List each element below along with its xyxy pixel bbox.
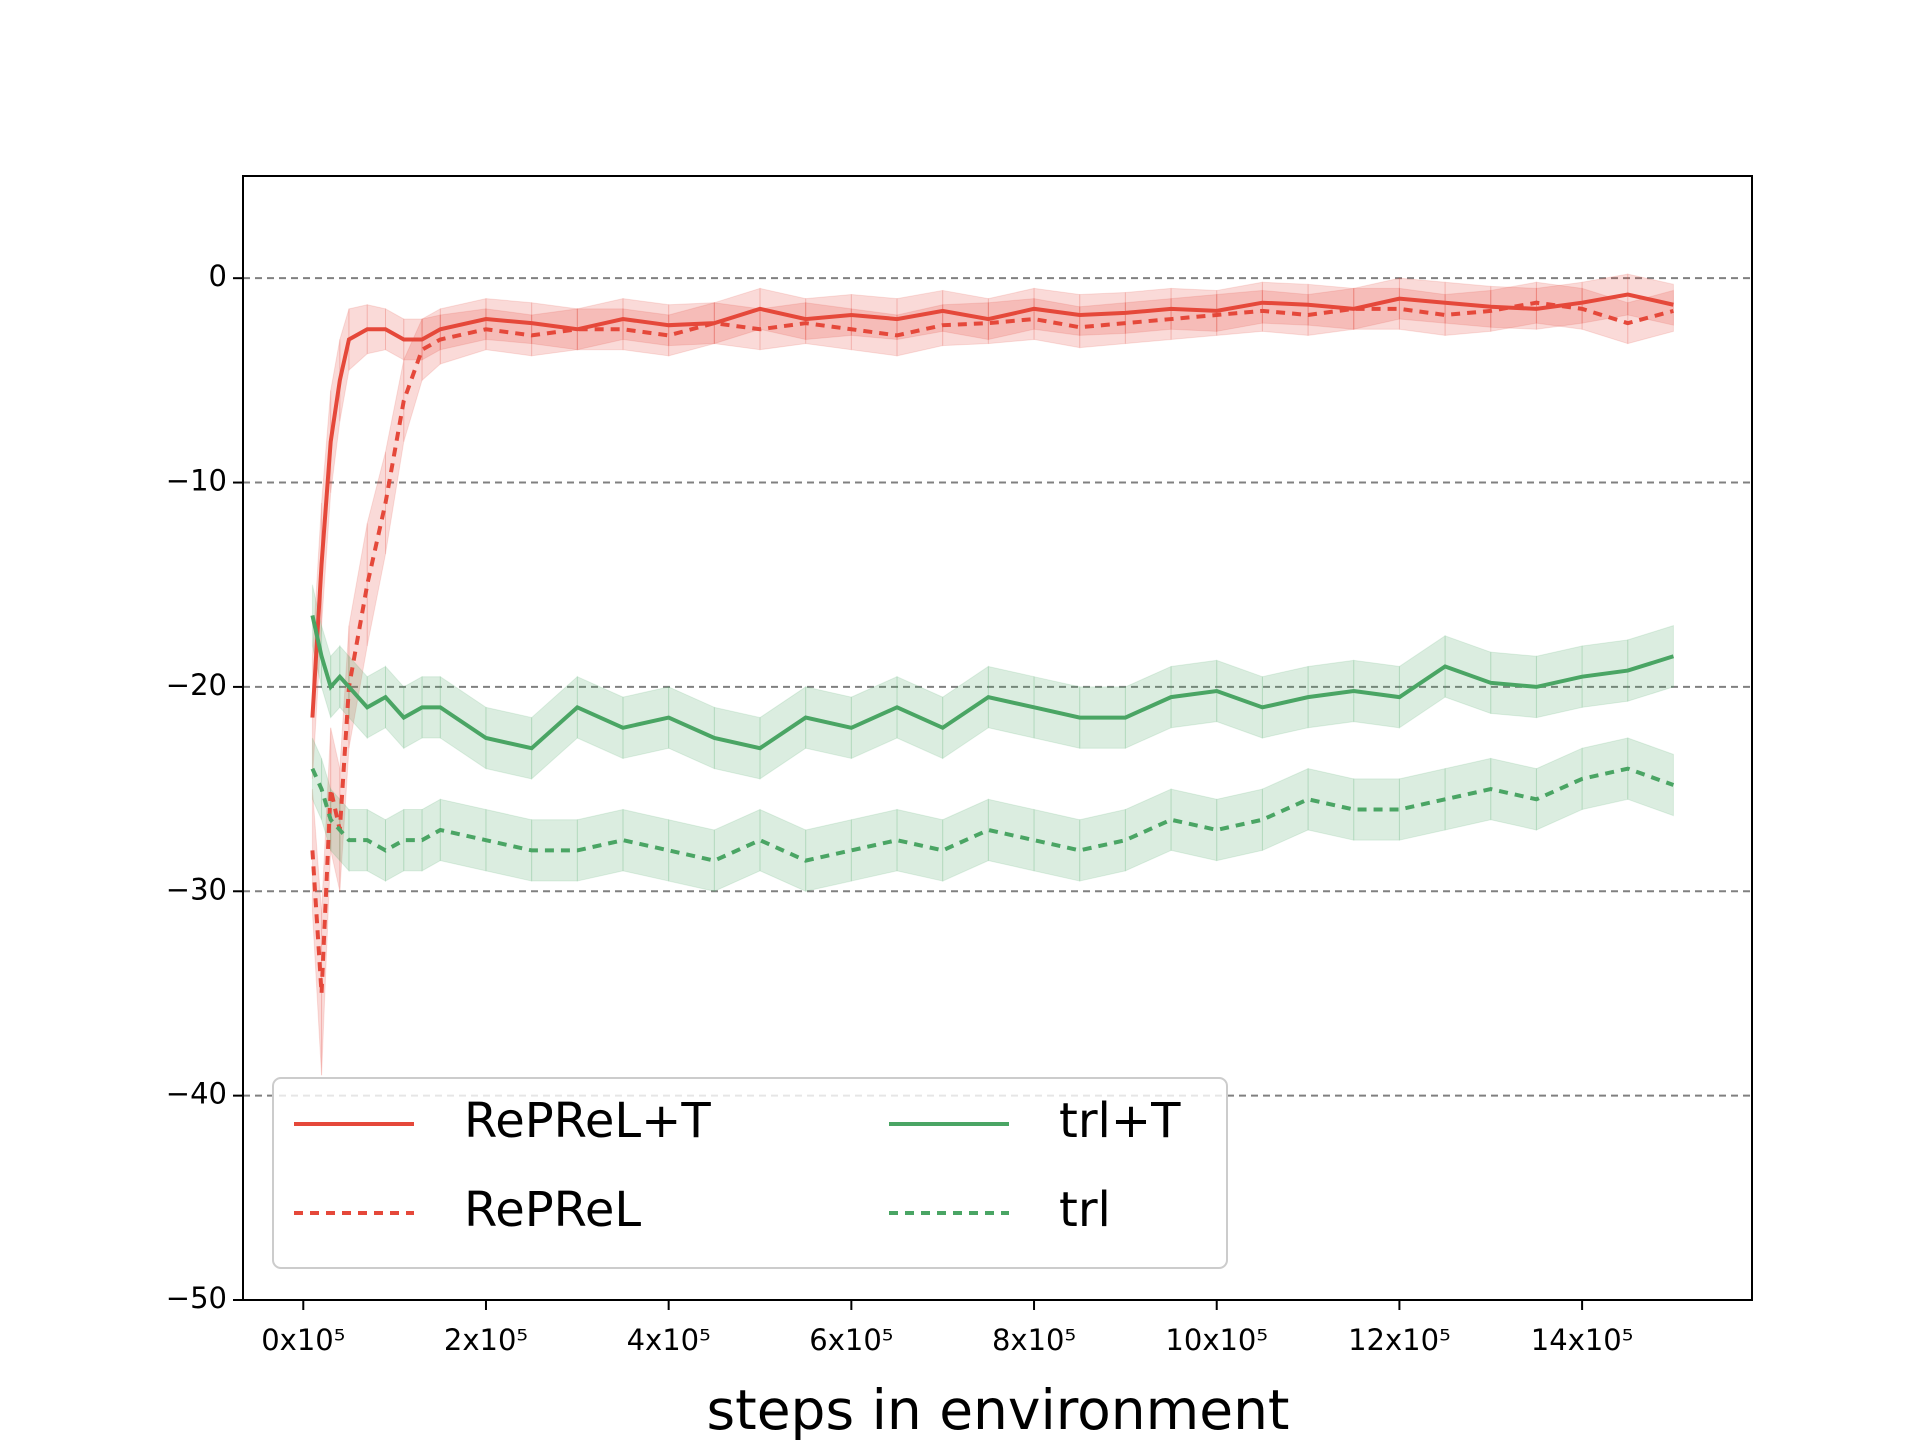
error-band — [384, 359, 405, 555]
error-band — [1490, 757, 1537, 831]
x-tick-label: 12x10⁵ — [1348, 1323, 1451, 1357]
error-band — [805, 302, 852, 351]
error-band — [348, 809, 368, 872]
legend-label: RePReL — [464, 1182, 641, 1238]
error-band — [1627, 737, 1674, 817]
error-band — [1216, 289, 1263, 336]
error-band — [403, 318, 423, 442]
error-band — [421, 798, 441, 872]
series-line — [310, 614, 1675, 751]
legend-label: trl+T — [1059, 1093, 1181, 1149]
error-band — [439, 308, 487, 365]
series-line — [310, 766, 1675, 863]
error-band — [485, 808, 533, 882]
y-tick-label: −30 — [166, 872, 227, 906]
error-band — [348, 304, 368, 372]
error-band — [1170, 293, 1218, 341]
error-band — [850, 308, 898, 357]
y-tick-label: −20 — [166, 668, 227, 702]
x-tick-label: 6x10⁵ — [809, 1323, 893, 1357]
error-band — [1124, 298, 1172, 345]
y-tick-label: −10 — [166, 464, 227, 498]
y-tick-label: −50 — [166, 1281, 227, 1315]
error-band — [1261, 289, 1309, 336]
y-tick-label: −40 — [166, 1077, 227, 1111]
error-band — [339, 625, 350, 892]
x-tick-label: 14x10⁵ — [1531, 1323, 1634, 1357]
x-tick-label: 10x10⁵ — [1165, 1323, 1268, 1357]
y-tick-label: 0 — [209, 259, 227, 293]
error-band — [485, 308, 533, 357]
series-line — [310, 300, 1674, 994]
error-band — [311, 737, 323, 820]
legend-label: trl — [1059, 1182, 1111, 1238]
x-tick-label: 2x10⁵ — [444, 1323, 528, 1357]
error-band — [1535, 747, 1583, 831]
series-line — [310, 292, 1674, 718]
error-band — [339, 797, 350, 873]
error-band — [531, 819, 578, 882]
error-band — [366, 808, 386, 882]
x-tick-label: 0x10⁵ — [261, 1323, 345, 1357]
x-axis-label: steps in environment — [706, 1378, 1289, 1440]
legend-label: RePReL+T — [464, 1093, 711, 1149]
plot-frame — [242, 175, 1753, 1301]
x-tick-label: 8x10⁵ — [992, 1323, 1076, 1357]
error-band — [1581, 737, 1629, 811]
error-band — [439, 798, 487, 872]
x-tick-label: 4x10⁵ — [627, 1323, 711, 1357]
